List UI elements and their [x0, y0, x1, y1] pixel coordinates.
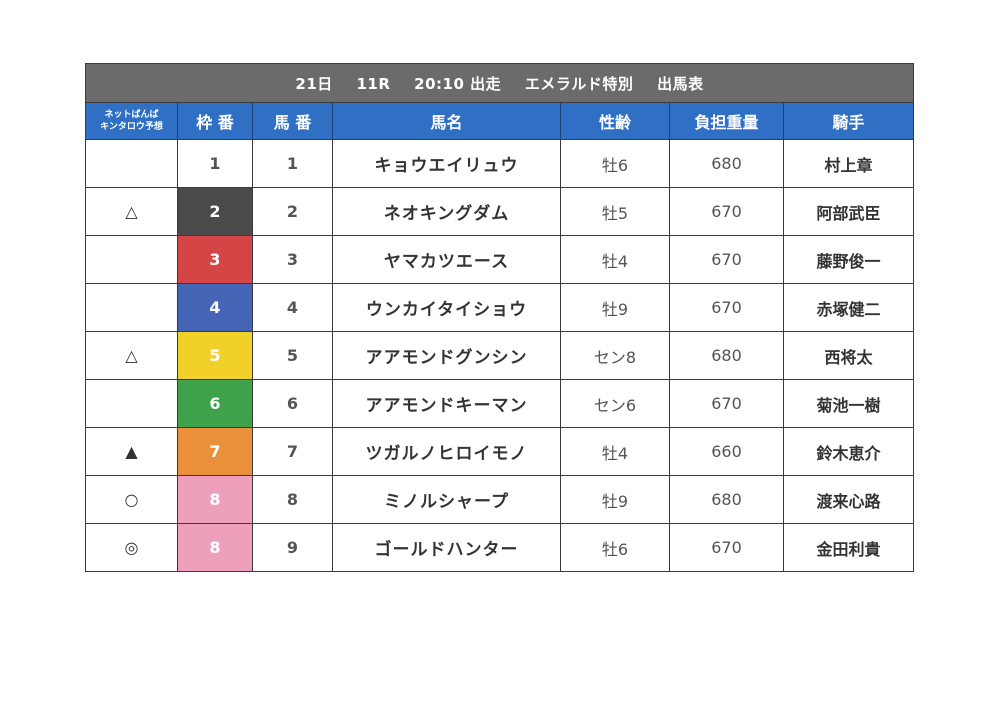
sex-age: セン6 — [560, 379, 670, 428]
horse-number: 3 — [252, 235, 333, 284]
horse-name: ネオキングダム — [332, 187, 561, 236]
weight: 670 — [669, 379, 784, 428]
horse-name: アアモンドグンシン — [332, 331, 561, 380]
horse-number: 5 — [252, 331, 333, 380]
waku-number: 1 — [177, 139, 253, 188]
horse-name: ミノルシャープ — [332, 475, 561, 524]
header-sex-age: 性齢 — [560, 102, 670, 140]
document-type: 出馬表 — [657, 74, 704, 93]
weight: 670 — [669, 283, 784, 332]
prediction-mark — [85, 379, 178, 428]
prediction-mark — [85, 235, 178, 284]
prediction-mark: ▲ — [85, 427, 178, 476]
waku-number: 2 — [177, 187, 253, 236]
horse-number: 1 — [252, 139, 333, 188]
weight: 670 — [669, 187, 784, 236]
weight: 680 — [669, 331, 784, 380]
sex-age: セン8 — [560, 331, 670, 380]
prediction-mark: ○ — [85, 475, 178, 524]
waku-number: 4 — [177, 283, 253, 332]
waku-number: 5 — [177, 331, 253, 380]
waku-number: 3 — [177, 235, 253, 284]
table-row: ◎ 8 9 ゴールドハンター 牡6 670 金田利貴 — [85, 523, 915, 572]
weight: 680 — [669, 139, 784, 188]
jockey: 鈴木恵介 — [782, 427, 915, 476]
jockey: 村上章 — [782, 139, 915, 188]
sex-age: 牡4 — [560, 235, 670, 284]
table-row: 3 3 ヤマカツエース 牡4 670 藤野俊一 — [85, 235, 915, 284]
jockey: 藤野俊一 — [782, 235, 915, 284]
title-row: 21日 11R 20:10 出走 エメラルド特別 出馬表 — [84, 63, 915, 103]
header-waku: 枠 番 — [177, 102, 253, 140]
header-jockey: 騎手 — [782, 102, 915, 140]
race-number: 11R — [356, 74, 391, 93]
horse-number: 2 — [252, 187, 333, 236]
horse-number: 7 — [252, 427, 333, 476]
horse-number: 6 — [252, 379, 333, 428]
header-horse-name: 馬名 — [332, 102, 561, 140]
table-row: 1 1 キョウエイリュウ 牡6 680 村上章 — [85, 139, 915, 188]
jockey: 赤塚健二 — [782, 283, 915, 332]
horse-number: 8 — [252, 475, 333, 524]
header-prediction: ネットばんば キンタロウ予想 — [85, 102, 178, 140]
horse-name: ゴールドハンター — [332, 523, 561, 572]
header-row: ネットばんば キンタロウ予想 枠 番 馬 番 馬名 性齢 負担重量 騎手 — [85, 102, 915, 140]
header-umaban: 馬 番 — [252, 102, 333, 140]
table-row: 4 4 ウンカイタイショウ 牡9 670 赤塚健二 — [85, 283, 915, 332]
race-name: エメラルド特別 — [524, 74, 634, 93]
race-card-sheet: 21日 11R 20:10 出走 エメラルド特別 出馬表 ネットばんば キンタロ… — [84, 63, 915, 572]
weight: 660 — [669, 427, 784, 476]
jockey: 渡来心路 — [782, 475, 915, 524]
horse-name: ウンカイタイショウ — [332, 283, 561, 332]
jockey: 金田利貴 — [782, 523, 915, 572]
prediction-mark — [85, 139, 178, 188]
weight: 680 — [669, 475, 784, 524]
horse-number: 9 — [252, 523, 333, 572]
header-prediction-line2: キンタロウ予想 — [100, 122, 163, 132]
sex-age: 牡6 — [560, 523, 670, 572]
race-title: 21日 11R 20:10 出走 エメラルド特別 出馬表 — [84, 63, 915, 103]
horse-name: アアモンドキーマン — [332, 379, 561, 428]
jockey: 阿部武臣 — [782, 187, 915, 236]
horse-name: キョウエイリュウ — [332, 139, 561, 188]
horse-name: ツガルノヒロイモノ — [332, 427, 561, 476]
waku-number: 8 — [177, 523, 253, 572]
race-card-table: 21日 11R 20:10 出走 エメラルド特別 出馬表 ネットばんば キンタロ… — [84, 63, 915, 572]
sex-age: 牡4 — [560, 427, 670, 476]
race-day: 21日 — [295, 74, 333, 93]
prediction-mark — [85, 283, 178, 332]
header-weight: 負担重量 — [669, 102, 784, 140]
header-prediction-line1: ネットばんば — [104, 110, 159, 120]
prediction-mark: △ — [85, 187, 178, 236]
sex-age: 牡9 — [560, 283, 670, 332]
table-row: △ 2 2 ネオキングダム 牡5 670 阿部武臣 — [85, 187, 915, 236]
table-row: 6 6 アアモンドキーマン セン6 670 菊池一樹 — [85, 379, 915, 428]
sex-age: 牡6 — [560, 139, 670, 188]
horse-name: ヤマカツエース — [332, 235, 561, 284]
horse-number: 4 — [252, 283, 333, 332]
weight: 670 — [669, 523, 784, 572]
waku-number: 8 — [177, 475, 253, 524]
jockey: 西将太 — [782, 331, 915, 380]
table-row: △ 5 5 アアモンドグンシン セン8 680 西将太 — [85, 331, 915, 380]
table-row: ○ 8 8 ミノルシャープ 牡9 680 渡来心路 — [85, 475, 915, 524]
table-row: ▲ 7 7 ツガルノヒロイモノ 牡4 660 鈴木恵介 — [85, 427, 915, 476]
post-time: 20:10 出走 — [414, 74, 502, 93]
waku-number: 6 — [177, 379, 253, 428]
prediction-mark: △ — [85, 331, 178, 380]
jockey: 菊池一樹 — [782, 379, 915, 428]
prediction-mark: ◎ — [85, 523, 178, 572]
weight: 670 — [669, 235, 784, 284]
sex-age: 牡5 — [560, 187, 670, 236]
sex-age: 牡9 — [560, 475, 670, 524]
waku-number: 7 — [177, 427, 253, 476]
